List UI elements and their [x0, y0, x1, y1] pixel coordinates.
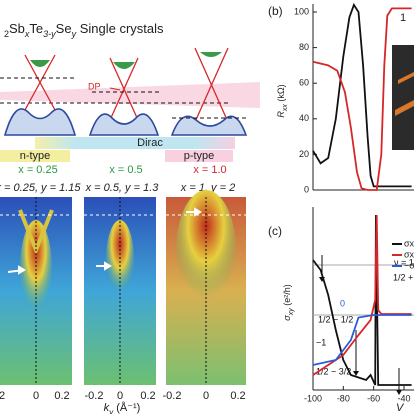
y-axis-label: σxy (e²/h) — [282, 284, 295, 320]
data-line — [312, 2, 412, 188]
x-tick-label: 0 — [117, 390, 123, 402]
x-tick-label: 2 — [0, 390, 5, 402]
n-type-label: n-type — [20, 150, 51, 162]
legend-label: −σxy — [404, 260, 414, 270]
x-axis-label: ky (Å⁻¹) — [104, 401, 141, 414]
arpes-title: x = 0.25, y = 1.15 — [0, 182, 81, 194]
x-tick-label: 0 — [203, 390, 209, 402]
y-tick-label: 80 — [299, 42, 309, 52]
annotation: 0 — [340, 298, 345, 308]
x-axis-label: V — [396, 402, 405, 414]
annotation: −1 — [316, 337, 326, 347]
y-tick-label: 60 — [299, 78, 309, 88]
x-tick-label: -100 — [304, 393, 322, 403]
dp-label: DP — [88, 81, 101, 91]
data-line — [312, 7, 412, 191]
y-tick-label: 100 — [294, 6, 309, 16]
x-tick-label: -40 — [397, 393, 410, 403]
x-tick-label: -0.2 — [163, 390, 182, 402]
doping-label: x = 0.5 — [109, 164, 142, 176]
data-line — [312, 314, 412, 366]
x-tick-label: -0.2 — [85, 390, 104, 402]
inset-image — [392, 45, 414, 150]
arrow-head — [353, 371, 359, 376]
legend-label: σxx — [404, 238, 414, 248]
x-tick-label: 0.2 — [140, 390, 155, 402]
y-tick-label: 20 — [299, 149, 309, 159]
p-type-label: p-type — [184, 150, 215, 162]
data-line — [312, 214, 412, 386]
doping-label: x = 0.25 — [18, 164, 57, 176]
annotation: ν = 1 — [394, 257, 414, 267]
dirac-label: Dirac — [137, 137, 163, 149]
panel-label: (c) — [268, 224, 282, 238]
y-axis-label: Rxx (kΩ) — [276, 84, 289, 117]
x-tick-label: 0 — [33, 390, 39, 402]
x-tick-label: 0.2 — [230, 390, 245, 402]
band-diagrams: DP Dirac n-type p-type x = 0.25 x = 0.5 … — [0, 47, 260, 176]
x-tick-label: -80 — [337, 393, 350, 403]
title: 2SbxTe3-ySey Single crystals — [4, 21, 164, 39]
doping-label: x = 1.0 — [193, 164, 226, 176]
arpes-title: x = 0.5, y = 1.3 — [85, 182, 160, 194]
y-tick-label: 40 — [299, 113, 309, 123]
arrow-head — [396, 390, 402, 395]
arpes-title: x = 1, y = 2 — [180, 182, 235, 194]
corner-label: 1 — [400, 12, 406, 24]
panel-label: (b) — [268, 4, 283, 18]
annotation: 1/2 − 1/2 — [318, 314, 353, 324]
y-tick-label: 0 — [304, 184, 309, 194]
x-tick-label: 0.2 — [54, 390, 69, 402]
arpes-panels: x = 0.25, y = 1.15 x = 0.5, y = 1.3 x = … — [0, 182, 246, 414]
legend-label: σxy — [404, 249, 414, 259]
annotation: 1/2 − 3/2 — [316, 366, 351, 376]
annotation: 1/2 + 1/ — [393, 272, 414, 282]
x-tick-label: -60 — [367, 393, 380, 403]
